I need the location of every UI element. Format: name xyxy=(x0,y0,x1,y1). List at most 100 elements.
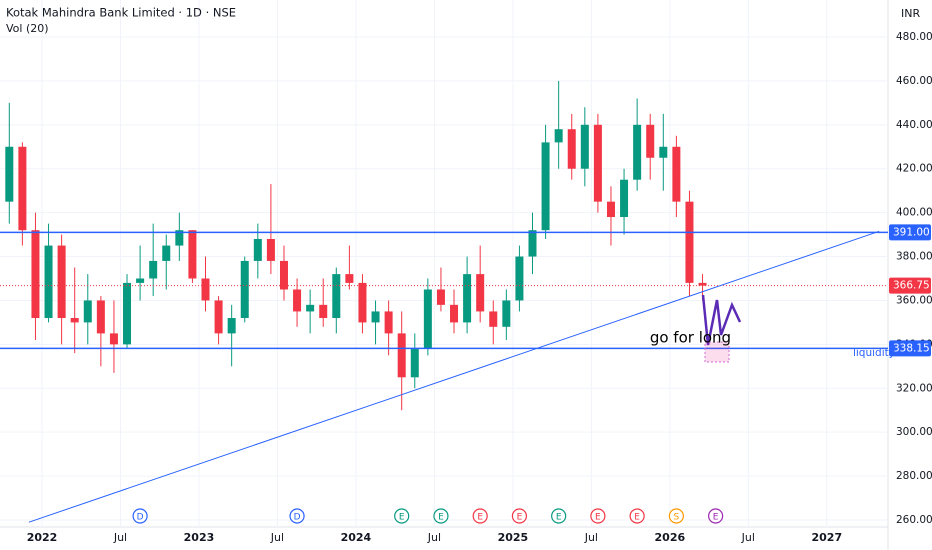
event-badge xyxy=(394,508,410,524)
event-badge xyxy=(132,508,148,524)
candle-body xyxy=(593,124,602,202)
candle-body xyxy=(279,260,288,290)
candle-body xyxy=(410,348,419,378)
event-badge xyxy=(668,508,684,524)
labels: 260.00280.00300.00320.00340.00360.00380.… xyxy=(27,31,932,544)
x-tick-label: Jul xyxy=(427,531,441,544)
candle-body xyxy=(227,318,236,334)
y-tick-label: 280.00 xyxy=(896,470,932,482)
event-badge xyxy=(629,508,645,524)
x-tick-label: 2024 xyxy=(341,531,372,544)
event-label: E xyxy=(477,513,483,523)
candle-body xyxy=(319,304,328,319)
y-tick-label: 380.00 xyxy=(896,251,932,263)
candle-body xyxy=(463,274,472,323)
candle-body xyxy=(175,230,184,246)
annotation: liquidity xyxy=(853,347,895,359)
candle-body xyxy=(70,318,79,323)
candle-body xyxy=(44,245,53,319)
candle-body xyxy=(384,311,393,334)
candle-body xyxy=(83,300,92,323)
y-tick-label: 300.00 xyxy=(896,426,932,438)
event-label: E xyxy=(399,513,405,523)
x-tick-label: Jul xyxy=(270,531,284,544)
candle-body xyxy=(109,333,118,345)
x-tick-label: 2026 xyxy=(655,531,686,544)
candle-body xyxy=(31,230,40,319)
candle-body xyxy=(476,274,485,312)
event-label: D xyxy=(294,513,301,523)
candle-body xyxy=(672,146,681,202)
y-tick-label: 260.00 xyxy=(896,514,932,526)
event-label: E xyxy=(438,513,444,523)
candle-body xyxy=(57,245,66,319)
event-badge xyxy=(511,508,528,524)
candle-body xyxy=(214,300,223,334)
candle-body xyxy=(266,238,275,261)
candle-body xyxy=(698,282,707,286)
event-label: D xyxy=(137,513,144,523)
candle-body xyxy=(541,142,550,231)
candle-body xyxy=(528,230,537,257)
event-label: E xyxy=(634,513,640,523)
candle-body xyxy=(515,256,524,301)
x-tick-label: 2025 xyxy=(498,531,529,544)
candle-body xyxy=(423,289,432,349)
candle-body xyxy=(188,230,197,279)
candle-body xyxy=(123,282,132,345)
x-tick-label: Jul xyxy=(741,531,755,544)
candle-body xyxy=(149,260,158,279)
candle-body xyxy=(502,300,511,327)
plot xyxy=(0,80,888,523)
candle-body xyxy=(554,129,563,143)
y-tick-label: 460.00 xyxy=(896,75,932,87)
candle-body xyxy=(5,146,14,202)
y-tick-label: 320.00 xyxy=(896,382,932,394)
level-price-label: 391.00 xyxy=(893,226,930,238)
event-badge xyxy=(551,508,567,524)
event-badge xyxy=(472,508,488,524)
candle-body xyxy=(345,274,354,283)
trendline xyxy=(28,230,880,523)
event-label: E xyxy=(595,513,601,523)
annotation: go for long xyxy=(650,328,731,346)
event-label: S xyxy=(674,513,680,523)
candle-body xyxy=(358,282,367,323)
y-tick-label: 440.00 xyxy=(896,119,932,131)
y-tick-label: 360.00 xyxy=(896,294,932,306)
candle-body xyxy=(450,304,459,323)
candle-body xyxy=(633,124,642,180)
candle-body xyxy=(201,278,210,301)
candle-body xyxy=(136,278,145,283)
last-price-label: 366.75 xyxy=(893,280,930,292)
last-price-tag xyxy=(889,277,931,294)
event-badge xyxy=(289,508,305,524)
candle-body xyxy=(293,289,302,312)
candle-body xyxy=(580,124,589,169)
x-tick-label: Jul xyxy=(113,531,127,544)
drawing-zigzag xyxy=(701,294,742,346)
candle-body xyxy=(253,238,262,261)
candle-body xyxy=(659,146,668,158)
event-badge xyxy=(433,508,449,524)
event-badge xyxy=(590,508,606,524)
event-label: E xyxy=(556,513,562,523)
x-tick-label: 2023 xyxy=(184,531,215,544)
event-label: E xyxy=(517,513,523,523)
candle-body xyxy=(646,124,655,158)
level-price-tag xyxy=(889,340,931,357)
candle-body xyxy=(685,201,694,283)
y-tick-label: 400.00 xyxy=(896,207,932,219)
drawing-box xyxy=(704,341,730,363)
candle-body xyxy=(162,245,171,261)
level-price-label: 338.15 xyxy=(893,342,930,354)
event-label: E xyxy=(713,513,719,523)
currency-label: INR xyxy=(901,7,920,20)
candle-body xyxy=(240,260,249,319)
level-price-tag xyxy=(889,224,931,241)
x-tick-label: Jul xyxy=(584,531,598,544)
candle-body xyxy=(620,179,629,218)
candle-body xyxy=(436,289,445,305)
chart-title: Kotak Mahindra Bank Limited · 1D · NSE xyxy=(6,6,236,20)
candle-body xyxy=(489,311,498,327)
